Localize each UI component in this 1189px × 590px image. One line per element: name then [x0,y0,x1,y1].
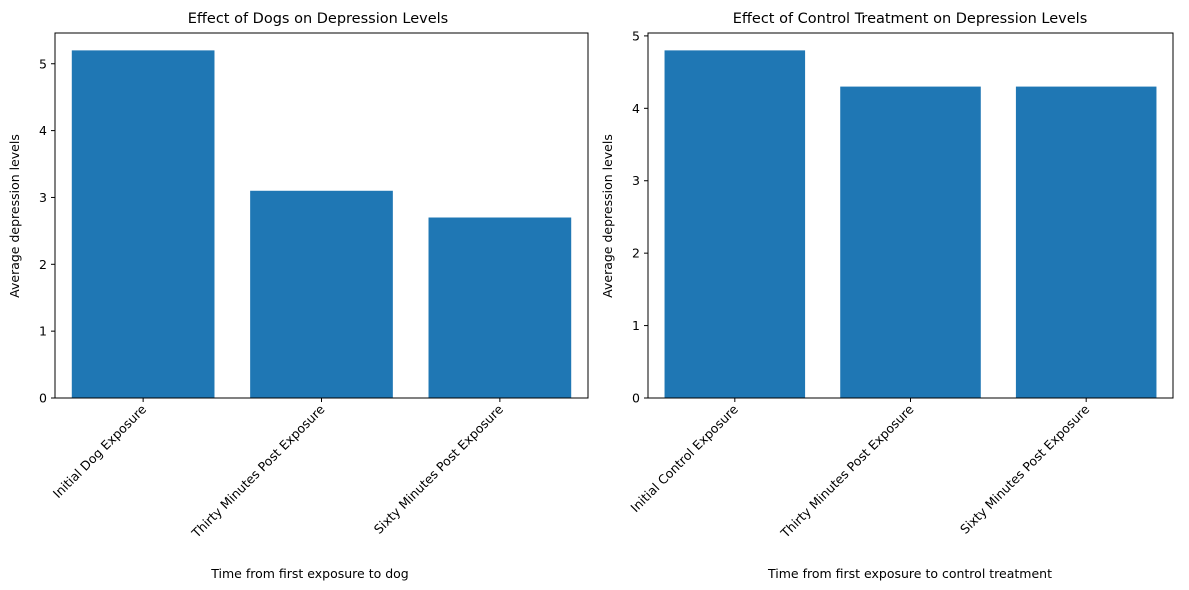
y-tick-label: 3 [632,173,640,188]
bar [428,217,572,398]
bars [664,50,1157,398]
y-tick-label: 3 [39,190,47,205]
plot-frame [647,32,1174,399]
y-tick-label: 2 [39,257,47,272]
chart-title: Effect of Control Treatment on Depressio… [733,11,1088,27]
bar [71,50,215,398]
y-tick-label: 2 [632,246,640,261]
y-tick-label: 0 [39,391,47,406]
x-axis-label: Time from first exposure to dog [210,566,408,581]
y-axis-ticks: 0 1 2 3 4 5 [39,56,55,406]
y-tick-label: 5 [632,28,640,43]
chart-title: Effect of Dogs on Depression Levels [188,11,449,27]
y-tick-label: 1 [632,318,640,333]
y-axis-label: Average depression levels [600,134,615,298]
bars [71,50,572,398]
y-tick-label: 1 [39,324,47,339]
plot-frame [54,32,589,399]
y-tick-label: 4 [39,123,47,138]
bar [840,86,981,398]
bar [664,50,806,398]
y-tick-label: 4 [632,101,640,116]
y-axis-label: Average depression levels [7,134,22,298]
y-tick-label: 0 [632,391,640,406]
bar [250,190,393,398]
x-axis-label: Time from first exposure to control trea… [767,566,1052,581]
y-tick-label: 5 [39,56,47,71]
y-axis-ticks: 0 1 2 3 4 5 [632,28,648,406]
bar [1015,86,1157,398]
